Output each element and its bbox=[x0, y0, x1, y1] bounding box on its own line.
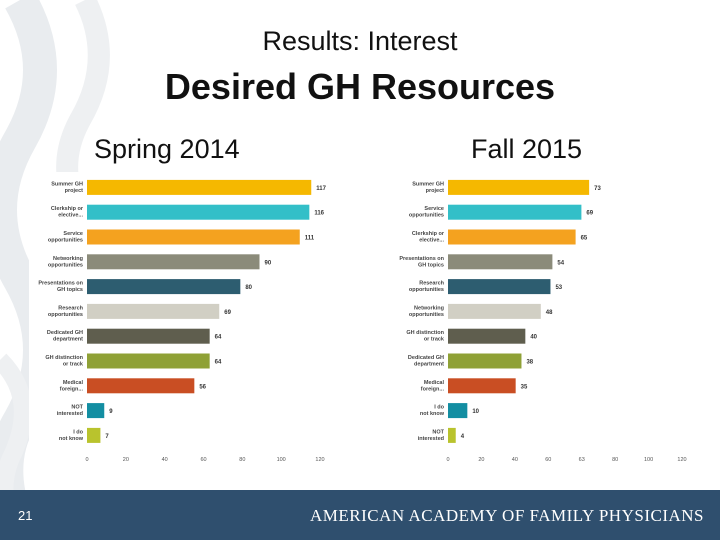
value-label: 53 bbox=[555, 285, 562, 291]
footer-bar bbox=[0, 490, 720, 540]
bar bbox=[448, 254, 553, 270]
bar bbox=[87, 204, 310, 220]
value-label: 10 bbox=[472, 409, 479, 415]
slide-title: Desired GH Resources bbox=[164, 66, 556, 107]
value-label: 35 bbox=[521, 384, 528, 390]
bar bbox=[448, 204, 582, 220]
value-label: 116 bbox=[314, 211, 324, 217]
slide-number: 21 bbox=[18, 508, 33, 523]
category-label: I do not know bbox=[59, 429, 84, 442]
slide-subtitle: Results: Interest bbox=[262, 26, 458, 56]
bar bbox=[87, 403, 105, 419]
fall-2015-bar-chart: Summer GH project 73 Service opportunities 69… bbox=[395, 172, 688, 462]
value-label: 48 bbox=[546, 310, 553, 316]
category-label: Medical foreign... bbox=[60, 380, 84, 393]
bar bbox=[87, 353, 210, 369]
x-tick-label: 0 bbox=[85, 457, 88, 462]
category-label: NOT interested bbox=[418, 429, 445, 442]
bar bbox=[87, 254, 260, 270]
x-tick-label: 63 bbox=[579, 457, 585, 462]
x-tick-label: 40 bbox=[162, 457, 168, 462]
x-tick-label: 100 bbox=[644, 457, 653, 462]
value-label: 4 bbox=[461, 434, 465, 440]
x-tick-label: 80 bbox=[612, 457, 618, 462]
x-tick-label: 20 bbox=[478, 457, 484, 462]
value-label: 54 bbox=[557, 260, 564, 266]
value-label: 73 bbox=[594, 186, 601, 192]
x-tick-label: 60 bbox=[545, 457, 551, 462]
x-tick-label: 120 bbox=[315, 457, 324, 462]
category-label: Presentations on GH topics bbox=[38, 281, 83, 294]
x-tick-label: 40 bbox=[512, 457, 518, 462]
bar bbox=[448, 328, 526, 344]
bar bbox=[87, 328, 210, 344]
bar bbox=[448, 353, 522, 369]
category-label: Dedicated GH department bbox=[408, 355, 444, 368]
category-label: Networking opportunities bbox=[409, 305, 444, 318]
category-label: GH distinction or track bbox=[45, 355, 84, 368]
value-label: 38 bbox=[526, 360, 533, 366]
value-label: 9 bbox=[109, 409, 113, 415]
value-label: 40 bbox=[530, 335, 537, 341]
bar bbox=[87, 229, 300, 245]
category-label: Service opportunities bbox=[409, 206, 444, 219]
category-label: GH distinction or track bbox=[406, 330, 445, 343]
value-label: 56 bbox=[199, 384, 206, 390]
bar bbox=[87, 303, 220, 319]
bar bbox=[448, 279, 551, 295]
category-label: Summer GH project bbox=[51, 181, 83, 194]
value-label: 111 bbox=[305, 236, 315, 242]
bar bbox=[448, 303, 541, 319]
x-tick-label: 80 bbox=[239, 457, 245, 462]
chart-title-fall-2015: Fall 2015 bbox=[471, 134, 583, 164]
bar bbox=[87, 427, 101, 443]
x-tick-label: 100 bbox=[277, 457, 286, 462]
organization-name: AMERICAN ACADEMY OF FAMILY PHYSICIANS bbox=[310, 506, 704, 525]
category-label: Summer GH project bbox=[412, 181, 444, 194]
bar bbox=[448, 403, 468, 419]
category-label: Service opportunities bbox=[48, 231, 83, 244]
category-label: Networking opportunities bbox=[48, 256, 83, 268]
value-label: 80 bbox=[245, 285, 252, 291]
category-label: Dedicated GH department bbox=[47, 330, 83, 343]
category-label: Research opportunities bbox=[409, 281, 445, 294]
value-label: 117 bbox=[316, 186, 326, 192]
bar bbox=[448, 427, 456, 443]
category-label: I do not know bbox=[420, 405, 445, 418]
category-label: Presentations on GH topics bbox=[399, 256, 444, 268]
value-label: 69 bbox=[586, 211, 593, 217]
bar bbox=[448, 179, 590, 195]
category-label: Clerkship or elective... bbox=[412, 231, 445, 244]
value-label: 64 bbox=[215, 360, 222, 366]
value-label: 64 bbox=[215, 335, 222, 341]
value-label: 7 bbox=[105, 434, 109, 440]
x-tick-label: 60 bbox=[200, 457, 206, 462]
bar bbox=[448, 229, 576, 245]
category-label: Medical foreign... bbox=[421, 380, 445, 393]
bar bbox=[87, 179, 312, 195]
category-label: Clerkship or elective... bbox=[51, 206, 84, 219]
spring-2014-bar-chart: Summer GH project 117 Clerkship or elective.… bbox=[29, 172, 329, 462]
chart-title-spring-2014: Spring 2014 bbox=[94, 134, 240, 164]
bar bbox=[87, 279, 241, 295]
category-label: NOT interested bbox=[57, 405, 84, 418]
category-label: Research opportunities bbox=[48, 305, 84, 318]
value-label: 90 bbox=[265, 260, 272, 266]
value-label: 65 bbox=[581, 236, 588, 242]
x-tick-label: 120 bbox=[677, 457, 686, 462]
bar bbox=[448, 378, 516, 394]
value-label: 69 bbox=[224, 310, 231, 316]
bar bbox=[87, 378, 195, 394]
x-tick-label: 0 bbox=[446, 457, 449, 462]
x-tick-label: 20 bbox=[123, 457, 129, 462]
